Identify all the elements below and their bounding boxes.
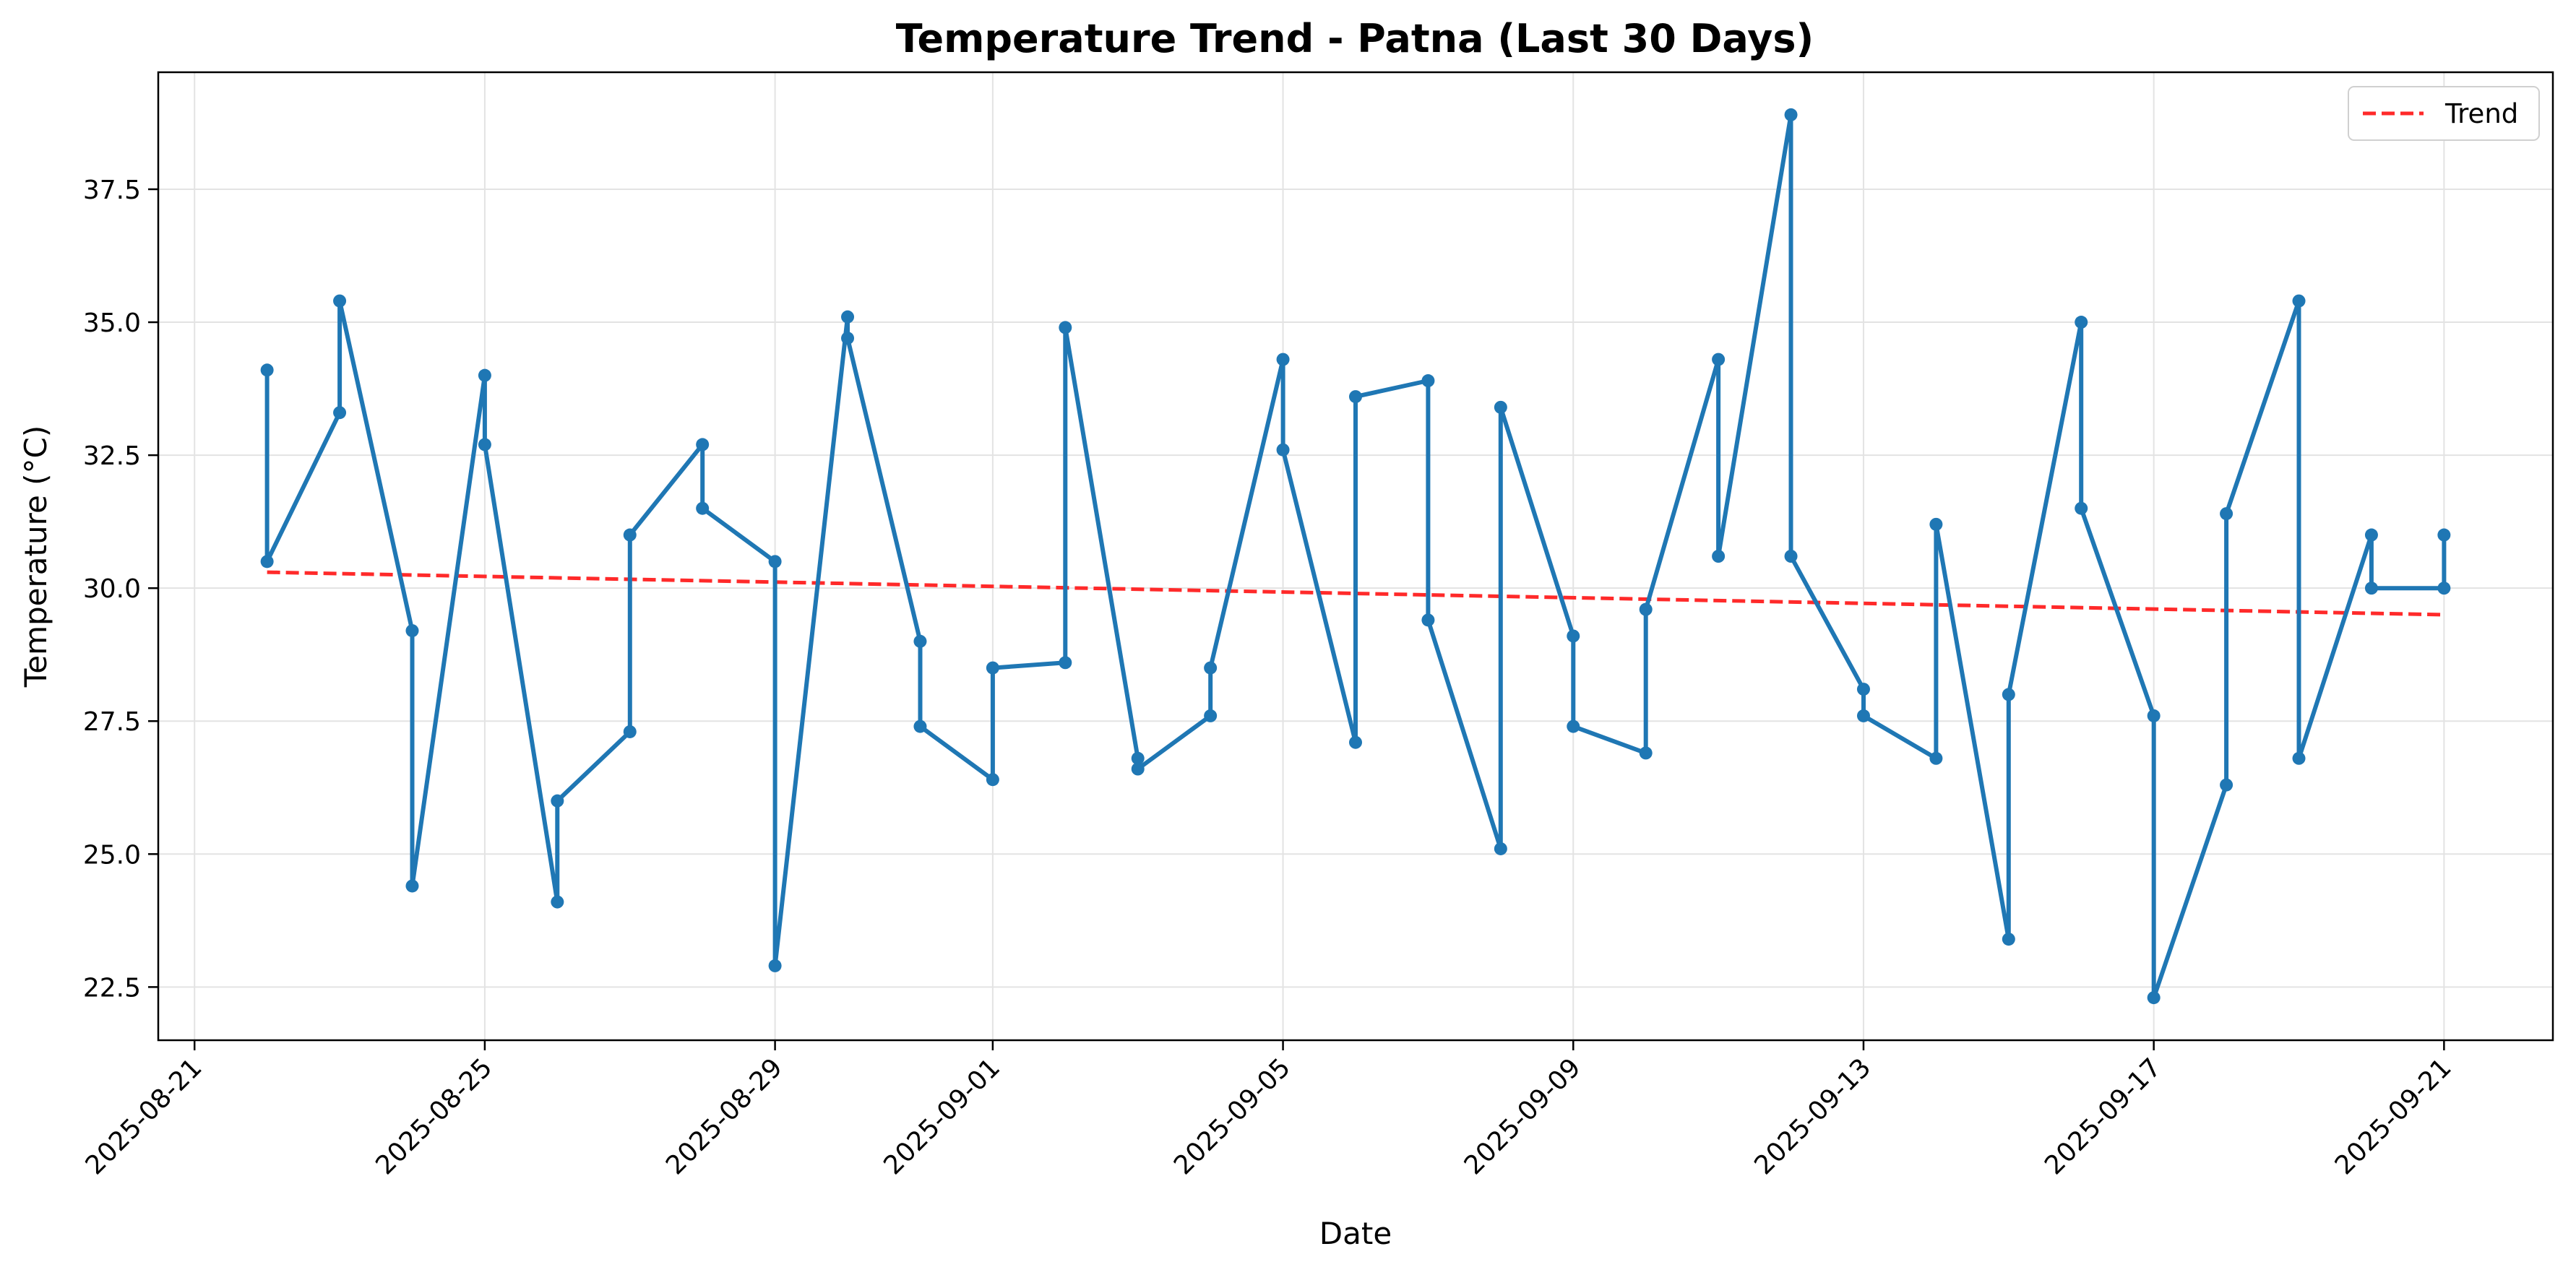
y-tick-label: 27.5 bbox=[83, 707, 141, 737]
y-tick-label: 30.0 bbox=[83, 574, 141, 604]
temperature-point bbox=[1204, 709, 1218, 722]
temperature-point bbox=[2147, 709, 2161, 722]
temperature-point bbox=[913, 634, 927, 648]
temperature-point bbox=[1276, 443, 1290, 457]
temperature-point bbox=[841, 310, 855, 324]
temperature-point bbox=[1712, 550, 1726, 563]
temperature-point bbox=[2075, 316, 2088, 329]
chart-title: Temperature Trend - Patna (Last 30 Days) bbox=[896, 16, 1814, 61]
temperature-point bbox=[2002, 933, 2015, 946]
temperature-point bbox=[841, 332, 855, 345]
temperature-point bbox=[1059, 321, 1072, 334]
legend-box bbox=[2348, 86, 2540, 141]
temperature-point bbox=[2437, 582, 2451, 595]
temperature-point bbox=[1856, 683, 1870, 696]
temperature-point bbox=[260, 363, 274, 377]
temperature-point bbox=[333, 294, 347, 308]
temperature-point bbox=[2220, 507, 2233, 521]
temperature-point bbox=[1494, 842, 1507, 855]
y-tick-label: 37.5 bbox=[83, 176, 141, 205]
temperature-point bbox=[2220, 778, 2233, 792]
y-axis-ticks: 22.5 25.0 27.5 30.0 32.5 35.0 37.5 bbox=[83, 176, 158, 1003]
series-layer bbox=[260, 108, 2451, 1005]
temperature-point bbox=[260, 555, 274, 569]
temperature-point bbox=[1421, 613, 1435, 627]
temperature-point bbox=[478, 438, 491, 451]
temperature-point bbox=[2147, 991, 2161, 1005]
temperature-point bbox=[2292, 294, 2306, 308]
temperature-point bbox=[1929, 751, 1943, 765]
temperature-point bbox=[2364, 582, 2378, 595]
x-axis-label: Date bbox=[1319, 1216, 1392, 1251]
y-tick-label: 32.5 bbox=[83, 441, 141, 471]
temperature-point bbox=[1131, 762, 1145, 776]
temperature-point bbox=[2437, 528, 2451, 542]
temperature-point bbox=[1421, 374, 1435, 388]
temperature-point bbox=[1639, 746, 1653, 760]
legend: Trend bbox=[2348, 86, 2540, 141]
temperature-point bbox=[551, 895, 564, 909]
temperature-point bbox=[1856, 709, 1870, 722]
temperature-point bbox=[2292, 751, 2306, 765]
temperature-point bbox=[2364, 528, 2378, 542]
temperature-point bbox=[986, 773, 999, 787]
y-tick-label: 22.5 bbox=[83, 973, 141, 1003]
temperature-point bbox=[986, 661, 999, 675]
temperature-point bbox=[1784, 550, 1798, 563]
temperature-point bbox=[1712, 353, 1726, 366]
y-tick-label: 25.0 bbox=[83, 840, 141, 870]
temperature-point bbox=[1639, 602, 1653, 616]
temperature-point bbox=[333, 406, 347, 420]
temperature-point bbox=[1349, 735, 1362, 749]
plot-frame bbox=[157, 71, 2554, 1042]
temperature-point bbox=[478, 368, 491, 382]
y-axis-label: Temperature (°C) bbox=[18, 425, 53, 688]
temperature-point bbox=[405, 624, 419, 638]
y-tick-label: 35.0 bbox=[83, 308, 141, 338]
temperature-series-line bbox=[264, 112, 2447, 1000]
temperature-point bbox=[1929, 517, 1943, 531]
temperature-point bbox=[1276, 353, 1290, 366]
temperature-point bbox=[1784, 108, 1798, 121]
temperature-point bbox=[768, 959, 782, 972]
temperature-point bbox=[551, 794, 564, 808]
temperature-point bbox=[1349, 390, 1362, 404]
temperature-point bbox=[1059, 656, 1072, 670]
temperature-point bbox=[2075, 501, 2088, 515]
temperature-point bbox=[405, 879, 419, 893]
temperature-point bbox=[913, 719, 927, 733]
temperature-point bbox=[623, 528, 637, 542]
temperature-point bbox=[1131, 751, 1145, 765]
temperature-point bbox=[696, 501, 710, 515]
temperature-point bbox=[1494, 400, 1507, 414]
temperature-point bbox=[768, 555, 782, 569]
temperature-point bbox=[1567, 719, 1580, 733]
temperature-point bbox=[623, 725, 637, 738]
temperature-point bbox=[1204, 661, 1218, 675]
temperature-point bbox=[696, 438, 710, 451]
legend-trend-label: Trend bbox=[2444, 98, 2518, 129]
temperature-point bbox=[1567, 629, 1580, 643]
temperature-point bbox=[2002, 688, 2015, 701]
